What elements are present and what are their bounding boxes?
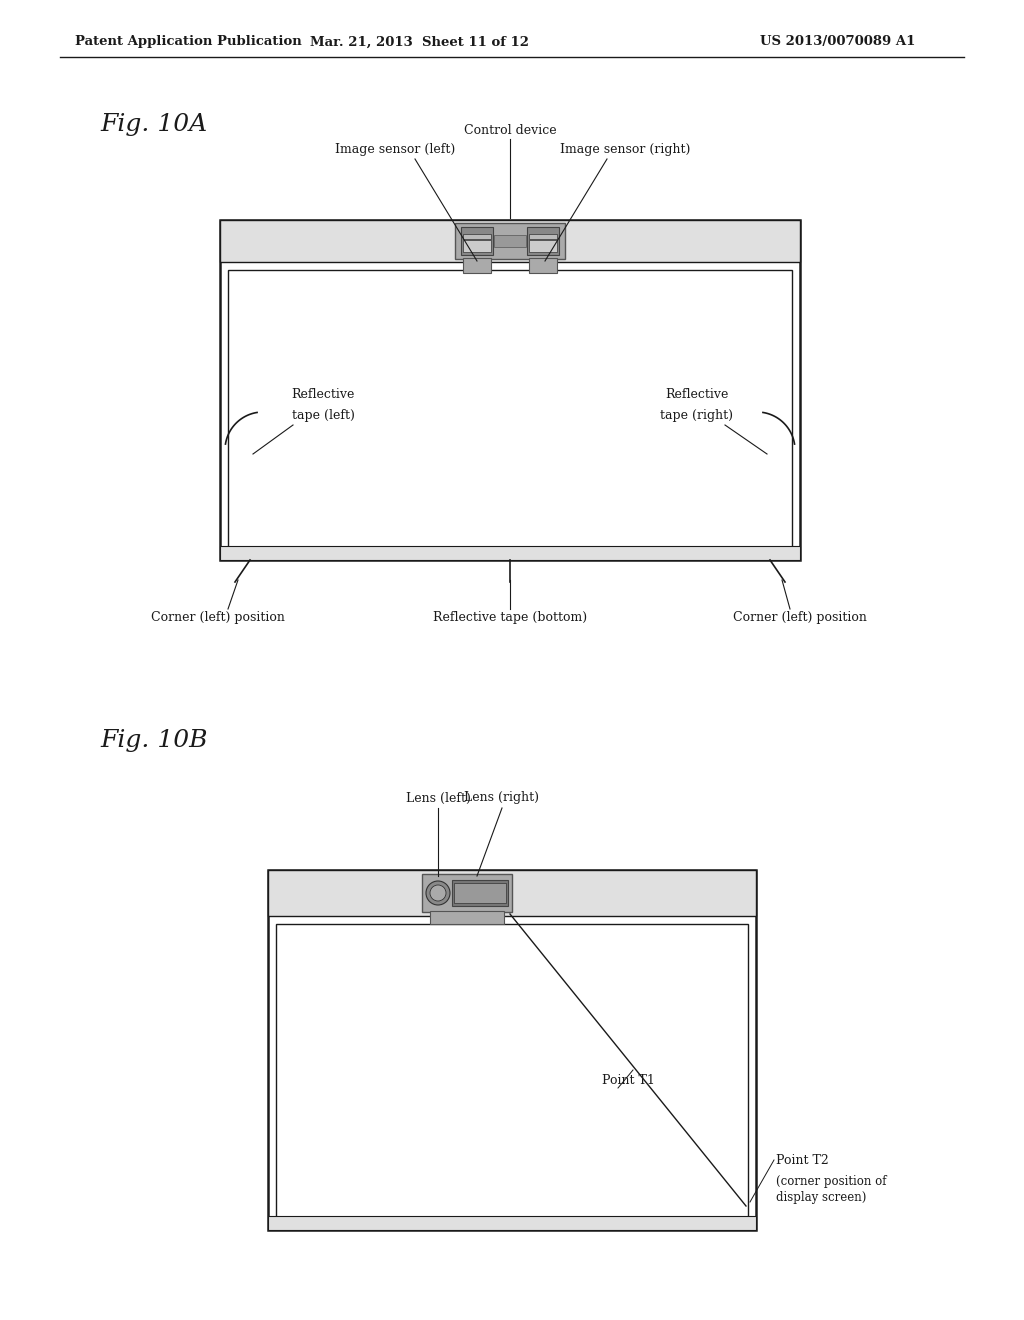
Bar — [529, 240, 557, 252]
Bar — [463, 240, 490, 252]
Text: Fig. 10A: Fig. 10A — [100, 114, 207, 136]
Bar — [268, 870, 756, 1230]
Text: (corner position of: (corner position of — [776, 1175, 887, 1188]
Text: Patent Application Publication: Patent Application Publication — [75, 36, 302, 49]
Bar — [220, 546, 800, 560]
Bar — [529, 234, 557, 239]
Bar — [422, 874, 512, 912]
Text: US 2013/0070089 A1: US 2013/0070089 A1 — [760, 36, 915, 49]
Bar — [463, 257, 490, 273]
Bar — [268, 870, 756, 916]
Text: Lens (left): Lens (left) — [406, 792, 470, 804]
Text: Image sensor (right): Image sensor (right) — [560, 144, 690, 157]
Bar — [454, 883, 506, 903]
Text: tape (right): tape (right) — [660, 408, 733, 421]
Bar — [463, 234, 490, 239]
Bar — [220, 220, 800, 560]
Circle shape — [430, 884, 446, 902]
Bar — [452, 880, 508, 906]
Bar — [527, 227, 559, 255]
Bar — [461, 227, 493, 255]
Text: Mar. 21, 2013  Sheet 11 of 12: Mar. 21, 2013 Sheet 11 of 12 — [310, 36, 529, 49]
Circle shape — [426, 880, 450, 906]
Bar — [268, 1216, 756, 1230]
Text: Control device: Control device — [464, 124, 556, 136]
Text: Reflective: Reflective — [291, 388, 354, 401]
Text: Reflective: Reflective — [666, 388, 729, 401]
Bar — [430, 911, 504, 924]
Text: Point T2: Point T2 — [776, 1155, 828, 1167]
Bar — [276, 924, 748, 1222]
Text: tape (left): tape (left) — [292, 408, 354, 421]
Bar — [455, 223, 565, 259]
Text: Reflective tape (bottom): Reflective tape (bottom) — [433, 611, 587, 624]
Text: Corner (left) position: Corner (left) position — [733, 611, 867, 624]
Bar — [228, 271, 792, 552]
Bar — [494, 235, 526, 247]
Text: Fig. 10B: Fig. 10B — [100, 729, 208, 751]
Text: Corner (left) position: Corner (left) position — [152, 611, 285, 624]
Bar — [220, 220, 800, 261]
Text: display screen): display screen) — [776, 1192, 866, 1204]
Text: Point T1: Point T1 — [601, 1073, 654, 1086]
Text: Image sensor (left): Image sensor (left) — [335, 144, 455, 157]
Bar — [529, 257, 557, 273]
Text: Lens (right): Lens (right) — [465, 792, 540, 804]
